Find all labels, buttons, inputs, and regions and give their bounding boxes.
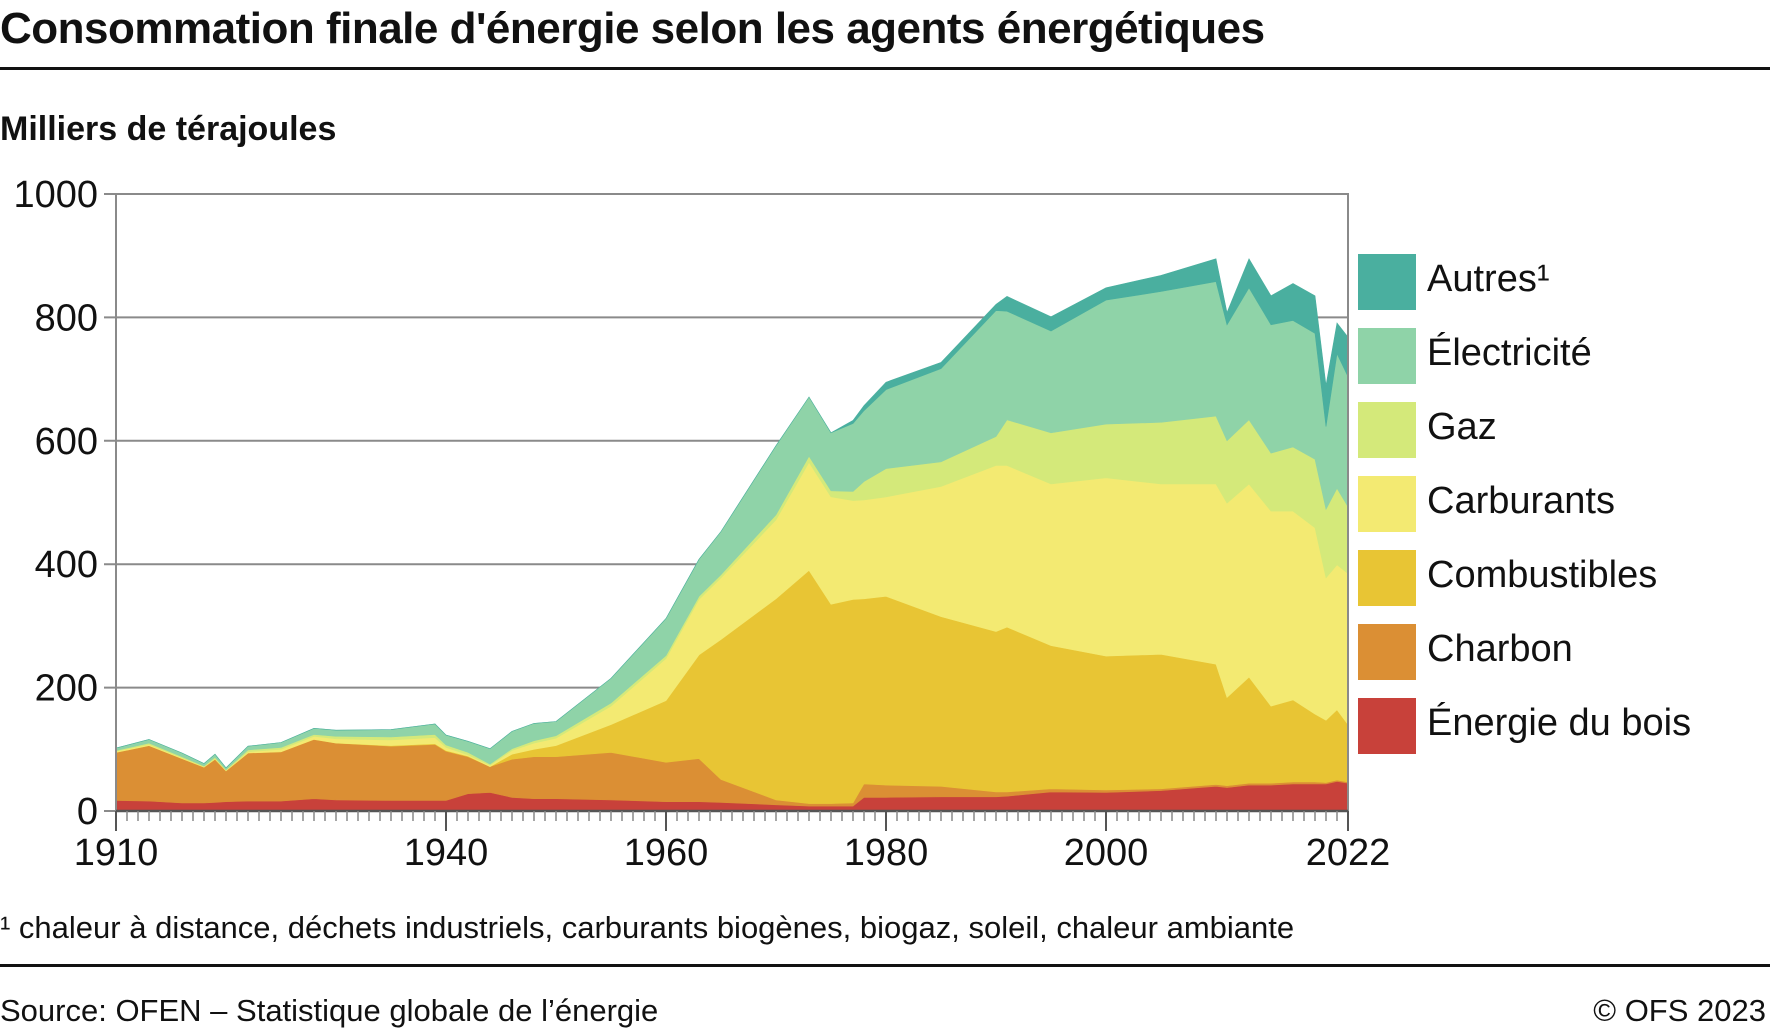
y-tick-label: 600	[35, 421, 98, 463]
legend-swatch	[1358, 698, 1416, 754]
copyright: © OFS 2023	[1593, 993, 1766, 1028]
legend-swatch	[1358, 624, 1416, 680]
legend-item-charbon: Charbon	[1358, 624, 1758, 680]
legend-label: Combustibles	[1427, 554, 1658, 596]
legend-label: Carburants	[1427, 480, 1615, 522]
x-tick-label: 2000	[1064, 832, 1149, 874]
legend-swatch	[1358, 254, 1416, 310]
y-tick-label: 1000	[13, 174, 98, 216]
legend-swatch	[1358, 550, 1416, 606]
legend-swatch	[1358, 402, 1416, 458]
axes	[115, 193, 1349, 831]
x-tick-label: 1940	[404, 832, 489, 874]
legend-item-electricite: Électricité	[1358, 328, 1758, 384]
legend-swatch	[1358, 328, 1416, 384]
x-tick-labels: 1910 1940 1960 1980 2000 2022	[74, 832, 1391, 874]
legend-label: Électricité	[1427, 332, 1592, 374]
footnote: ¹ chaleur à distance, déchets industriel…	[0, 910, 1295, 945]
legend-item-carburants: Carburants	[1358, 476, 1758, 532]
legend-swatch	[1358, 476, 1416, 532]
source-note: Source: OFEN – Statistique globale de l’…	[0, 993, 659, 1028]
x-tick-label: 1980	[844, 832, 929, 874]
chart-title: Consommation finale d'énergie selon les …	[0, 4, 1265, 53]
y-tick-label: 200	[35, 668, 98, 710]
legend-label: Gaz	[1427, 406, 1497, 448]
x-tick-label: 2022	[1306, 832, 1391, 874]
legend-label: Énergie du bois	[1427, 702, 1692, 744]
y-tick-label: 800	[35, 297, 98, 339]
footer-divider	[0, 964, 1770, 967]
x-tick-label: 1960	[624, 832, 709, 874]
y-axis-unit-label: Milliers de térajoules	[0, 110, 337, 148]
x-tick-label: 1910	[74, 832, 159, 874]
legend-item-autres: Autres¹	[1358, 254, 1758, 310]
legend-label: Charbon	[1427, 628, 1573, 670]
y-tick-label: 400	[35, 544, 98, 586]
stacked-area-chart: 0 200 400 600 800 1000 1910 1940 1960 1980 2000 20…	[13, 174, 1391, 874]
legend-item-gaz: Gaz	[1358, 402, 1758, 458]
legend-label: Autres¹	[1427, 258, 1550, 300]
y-tick-labels: 0 200 400 600 800 1000	[13, 174, 98, 833]
header-divider	[0, 67, 1770, 70]
legend-item-combustibles: Combustibles	[1358, 550, 1758, 606]
y-tick-label: 0	[77, 791, 98, 833]
area-series	[115, 258, 1349, 812]
legend-item-energie-du-bois: Énergie du bois	[1358, 698, 1758, 754]
